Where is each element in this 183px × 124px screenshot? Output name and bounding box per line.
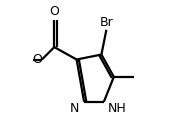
- Text: NH: NH: [108, 102, 126, 115]
- Text: O: O: [49, 5, 59, 18]
- Text: Br: Br: [100, 16, 113, 29]
- Text: O: O: [32, 53, 42, 66]
- Text: N: N: [70, 102, 79, 115]
